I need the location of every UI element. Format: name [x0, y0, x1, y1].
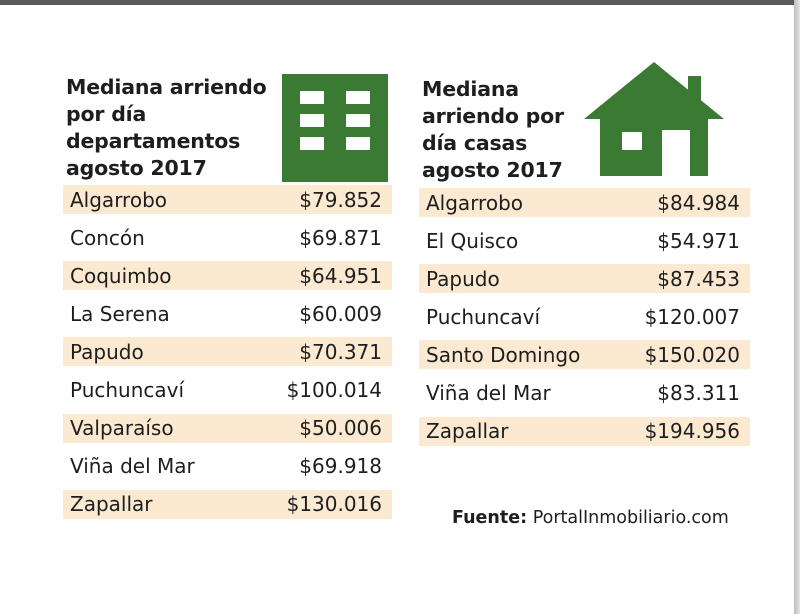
table-row: Algarrobo $84.984 — [419, 188, 750, 217]
table-row: Viña del Mar $69.918 — [63, 452, 392, 481]
comuna-name: Viña del Mar — [426, 380, 551, 405]
price-value: $64.951 — [299, 263, 382, 288]
source-text: PortalInmobiliario.com — [532, 508, 729, 528]
table-row: Valparaíso $50.006 — [63, 413, 392, 443]
casas-heading-line: agosto 2017 — [422, 158, 563, 182]
price-value: $87.453 — [657, 266, 740, 291]
departamentos-heading-line: Mediana arriendo — [66, 75, 267, 99]
comuna-name: Zapallar — [70, 492, 153, 517]
table-row: Coquimbo $64.951 — [63, 261, 392, 291]
price-value: $194.956 — [644, 419, 740, 444]
source-label: Fuente: — [452, 508, 528, 528]
right-border — [794, 0, 800, 614]
comuna-name: Zapallar — [426, 419, 509, 444]
departamentos-heading: Mediana arriendo por día departamentos a… — [66, 74, 281, 182]
comuna-name: Algarrobo — [426, 190, 524, 215]
comuna-name: Puchuncaví — [426, 304, 541, 329]
price-value: $60.009 — [299, 301, 382, 326]
casas-heading-line: Mediana — [422, 77, 519, 101]
price-value: $54.971 — [657, 228, 740, 253]
price-value: $120.007 — [644, 304, 740, 329]
comuna-name: Papudo — [426, 266, 500, 291]
comuna-name: Puchuncaví — [70, 377, 185, 402]
table-row: El Quisco $54.971 — [419, 226, 750, 255]
table-row: Zapallar $130.016 — [63, 489, 392, 519]
comuna-name: Santo Domingo — [426, 342, 581, 367]
table-row: Puchuncaví $100.014 — [63, 375, 392, 404]
table-row: Viña del Mar $83.311 — [419, 378, 750, 407]
table-row: Papudo $70.371 — [63, 337, 392, 367]
source-note: Fuente: PortalInmobiliario.com — [452, 508, 729, 528]
price-value: $83.311 — [657, 380, 740, 405]
comuna-name: Coquimbo — [70, 263, 172, 288]
table-row: La Serena $60.009 — [63, 299, 392, 328]
table-row: Papudo $87.453 — [419, 264, 750, 294]
comuna-name: El Quisco — [426, 228, 519, 253]
table-row: Algarrobo $79.852 — [63, 185, 392, 214]
price-value: $79.852 — [299, 187, 382, 212]
price-value: $70.371 — [299, 339, 382, 364]
departamentos-heading-line: agosto 2017 — [66, 156, 207, 180]
price-value: $130.016 — [286, 492, 382, 517]
price-value: $84.984 — [657, 190, 740, 215]
casas-heading-line: arriendo por — [422, 104, 564, 128]
price-value: $100.014 — [286, 377, 382, 402]
casas-table: Algarrobo $84.984 El Quisco $54.971 Papu… — [419, 188, 750, 455]
comuna-name: Algarrobo — [70, 187, 168, 212]
comuna-name: Viña del Mar — [70, 454, 195, 479]
comuna-name: La Serena — [70, 301, 170, 326]
comuna-name: Valparaíso — [70, 416, 174, 441]
casas-heading: Mediana arriendo por día casas agosto 20… — [422, 76, 587, 184]
comuna-name: Concón — [70, 225, 145, 250]
departamentos-table: Algarrobo $79.852 Concón $69.871 Coquimb… — [63, 185, 392, 528]
top-border — [0, 0, 800, 5]
table-row: Puchuncaví $120.007 — [419, 302, 750, 331]
table-row: Zapallar $194.956 — [419, 416, 750, 446]
departamentos-heading-line: por día — [66, 102, 147, 126]
table-row: Concón $69.871 — [63, 223, 392, 252]
house-icon — [584, 62, 724, 176]
table-row: Santo Domingo $150.020 — [419, 340, 750, 370]
price-value: $150.020 — [644, 342, 740, 367]
casas-heading-line: día casas — [422, 131, 528, 155]
price-value: $50.006 — [299, 416, 382, 441]
price-value: $69.871 — [299, 225, 382, 250]
comuna-name: Papudo — [70, 339, 144, 364]
departamentos-heading-line: departamentos — [66, 129, 241, 153]
price-value: $69.918 — [299, 454, 382, 479]
building-icon — [282, 74, 388, 182]
